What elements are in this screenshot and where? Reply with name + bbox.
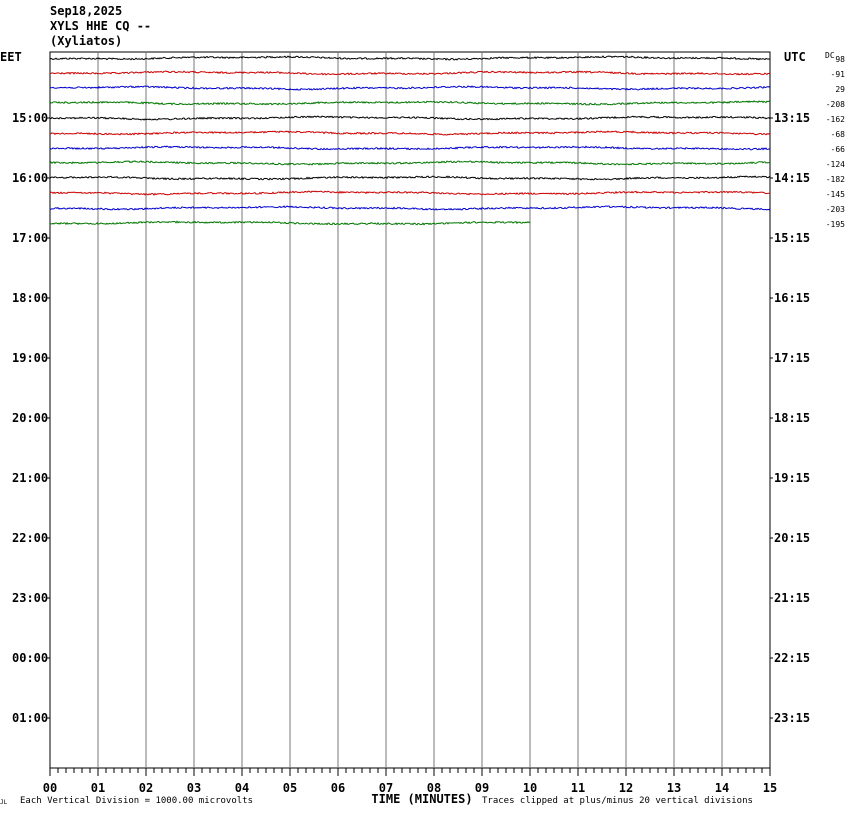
seismic-trace [49, 145, 771, 151]
x-axis-title: TIME (MINUTES) [371, 792, 472, 806]
seismic-trace [49, 130, 771, 136]
x-tick-label: 13 [667, 781, 681, 795]
dc-offset-label: -203 [826, 205, 845, 214]
dc-offset-label: -182 [826, 175, 845, 184]
left-hour-label: 21:00 [12, 471, 48, 485]
scale-note: Each Vertical Division = 1000.00 microvo… [20, 796, 253, 806]
seismic-trace [49, 70, 771, 76]
dc-offset-label: -145 [826, 190, 845, 199]
dc-offset-label: -66 [831, 145, 846, 154]
seismic-trace [49, 205, 771, 211]
seismic-trace [49, 190, 771, 196]
dc-offset-label: -208 [826, 100, 845, 109]
seismic-trace [49, 100, 771, 106]
seismic-trace [49, 115, 771, 121]
x-tick-label: 14 [715, 781, 729, 795]
seismic-trace [49, 160, 771, 166]
dc-offset-label: -124 [826, 160, 845, 169]
seismic-trace [49, 220, 531, 226]
right-hour-label: 13:15 [774, 111, 810, 125]
right-hour-label: 23:15 [774, 711, 810, 725]
seismic-trace [49, 175, 771, 181]
right-hour-label: 18:15 [774, 411, 810, 425]
right-hour-label: 22:15 [774, 651, 810, 665]
right-hour-label: 15:15 [774, 231, 810, 245]
left-hour-label: 16:00 [12, 171, 48, 185]
dc-offset-label: -91 [831, 70, 846, 79]
dc-offset-label: -68 [831, 130, 846, 139]
x-tick-label: 15 [763, 781, 777, 795]
x-tick-label: 01 [91, 781, 105, 795]
right-hour-label: 14:15 [774, 171, 810, 185]
dc-label: DC [825, 51, 835, 60]
clip-note: Traces clipped at plus/minus 20 vertical… [482, 796, 753, 806]
left-hour-label: 15:00 [12, 111, 48, 125]
left-hour-label: 01:00 [12, 711, 48, 725]
x-tick-label: 03 [187, 781, 201, 795]
x-tick-label: 11 [571, 781, 585, 795]
station-location: (Xyliatos) [50, 34, 123, 48]
x-tick-label: 12 [619, 781, 633, 795]
right-hour-label: 16:15 [774, 291, 810, 305]
x-tick-label: 09 [475, 781, 489, 795]
right-hour-label: 21:15 [774, 591, 810, 605]
x-tick-label: 02 [139, 781, 153, 795]
left-hour-label: 22:00 [12, 531, 48, 545]
right-hour-label: 17:15 [774, 351, 810, 365]
dc-offset-label: 29 [835, 85, 845, 94]
left-hour-label: 20:00 [12, 411, 48, 425]
seismic-trace [49, 85, 771, 91]
right-axis-title: UTC [784, 50, 806, 64]
corner-mark: JL [0, 799, 8, 806]
x-tick-label: 10 [523, 781, 537, 795]
plot-frame [49, 51, 771, 769]
x-tick-label: 06 [331, 781, 345, 795]
left-hour-label: 17:00 [12, 231, 48, 245]
left-hour-label: 00:00 [12, 651, 48, 665]
dc-offset-label: 98 [835, 55, 845, 64]
dc-offset-label: -162 [826, 115, 845, 124]
x-tick-label: 04 [235, 781, 249, 795]
dc-offset-label: -195 [826, 220, 845, 229]
right-hour-label: 19:15 [774, 471, 810, 485]
plot-date: Sep18,2025 [50, 4, 123, 18]
left-hour-label: 23:00 [12, 591, 48, 605]
x-tick-label: 07 [379, 781, 393, 795]
left-hour-label: 18:00 [12, 291, 48, 305]
left-axis-title: EET [0, 50, 22, 64]
right-hour-label: 20:15 [774, 531, 810, 545]
x-tick-label: 08 [427, 781, 441, 795]
station-code: XYLS HHE CQ -- [50, 19, 152, 33]
x-tick-label: 05 [283, 781, 297, 795]
seismic-trace [49, 55, 771, 61]
x-tick-label: 00 [43, 781, 57, 795]
left-hour-label: 19:00 [12, 351, 48, 365]
